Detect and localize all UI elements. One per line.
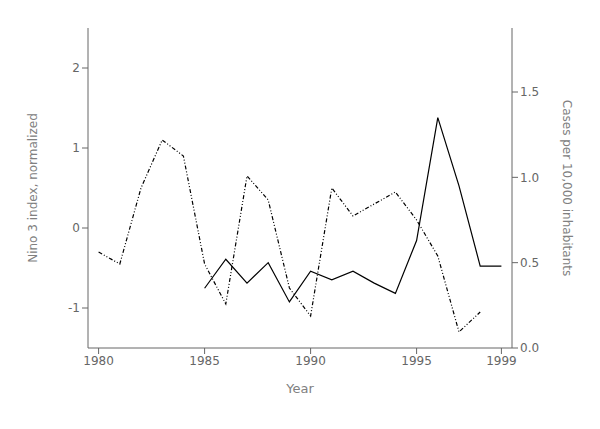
svg-text:1990: 1990 <box>295 354 326 368</box>
svg-text:0: 0 <box>72 221 80 235</box>
svg-text:0.5: 0.5 <box>520 256 539 270</box>
svg-text:1.0: 1.0 <box>520 171 539 185</box>
svg-text:1980: 1980 <box>83 354 114 368</box>
svg-text:1985: 1985 <box>189 354 220 368</box>
svg-text:Year: Year <box>285 381 314 396</box>
svg-text:1999: 1999 <box>486 354 517 368</box>
svg-text:2: 2 <box>72 61 80 75</box>
svg-text:-1: -1 <box>68 301 80 315</box>
svg-text:1995: 1995 <box>401 354 432 368</box>
svg-text:Nino 3 index, normalized: Nino 3 index, normalized <box>26 113 40 263</box>
svg-text:0.0: 0.0 <box>520 341 539 355</box>
svg-text:1.5: 1.5 <box>520 85 539 99</box>
svg-text:1: 1 <box>72 141 80 155</box>
svg-text:Cases per 10,000 inhabitants: Cases per 10,000 inhabitants <box>560 100 574 276</box>
